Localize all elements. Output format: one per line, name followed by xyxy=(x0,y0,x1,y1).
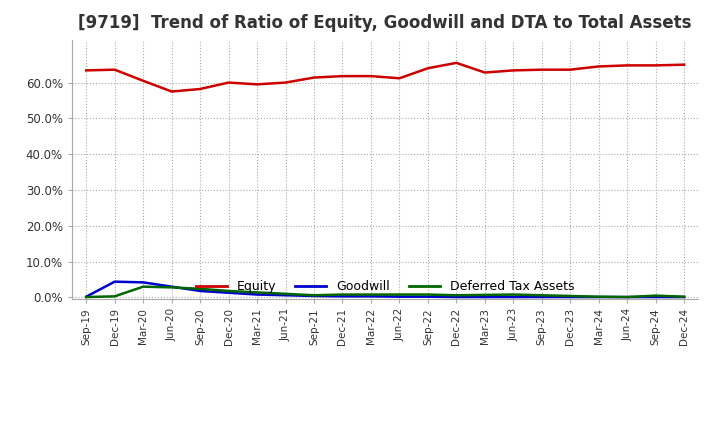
Goodwill xyxy=(310,293,318,299)
Goodwill xyxy=(366,293,375,299)
Goodwill xyxy=(225,290,233,295)
Equity xyxy=(452,60,461,66)
Goodwill xyxy=(395,294,404,299)
Deferred Tax Assets xyxy=(452,293,461,298)
Equity xyxy=(480,70,489,75)
Deferred Tax Assets xyxy=(167,285,176,290)
Deferred Tax Assets xyxy=(566,293,575,299)
Line: Goodwill: Goodwill xyxy=(86,282,684,297)
Equity xyxy=(537,67,546,72)
Equity xyxy=(566,67,575,72)
Deferred Tax Assets xyxy=(82,294,91,300)
Goodwill xyxy=(537,294,546,300)
Equity xyxy=(282,80,290,85)
Deferred Tax Assets xyxy=(282,291,290,297)
Goodwill xyxy=(423,294,432,299)
Deferred Tax Assets xyxy=(139,284,148,290)
Equity xyxy=(595,64,603,69)
Equity xyxy=(395,76,404,81)
Goodwill xyxy=(566,294,575,300)
Equity xyxy=(167,89,176,94)
Goodwill xyxy=(623,294,631,300)
Deferred Tax Assets xyxy=(110,293,119,299)
Deferred Tax Assets xyxy=(253,290,261,295)
Goodwill xyxy=(167,284,176,290)
Deferred Tax Assets xyxy=(196,286,204,291)
Goodwill xyxy=(680,294,688,300)
Title: [9719]  Trend of Ratio of Equity, Goodwill and DTA to Total Assets: [9719] Trend of Ratio of Equity, Goodwil… xyxy=(78,15,692,33)
Deferred Tax Assets xyxy=(537,293,546,298)
Deferred Tax Assets xyxy=(595,294,603,299)
Equity xyxy=(423,66,432,71)
Equity xyxy=(196,86,204,92)
Deferred Tax Assets xyxy=(310,293,318,298)
Goodwill xyxy=(338,293,347,299)
Goodwill xyxy=(139,280,148,285)
Goodwill xyxy=(480,294,489,300)
Goodwill xyxy=(82,294,91,299)
Equity xyxy=(680,62,688,67)
Goodwill xyxy=(196,288,204,293)
Goodwill xyxy=(509,294,518,300)
Deferred Tax Assets xyxy=(480,292,489,297)
Deferred Tax Assets xyxy=(395,292,404,297)
Line: Equity: Equity xyxy=(86,63,684,92)
Equity xyxy=(82,68,91,73)
Equity xyxy=(623,63,631,68)
Equity xyxy=(253,82,261,87)
Goodwill xyxy=(595,294,603,300)
Goodwill xyxy=(652,294,660,300)
Deferred Tax Assets xyxy=(225,288,233,293)
Line: Deferred Tax Assets: Deferred Tax Assets xyxy=(86,287,684,297)
Goodwill xyxy=(253,292,261,297)
Equity xyxy=(225,80,233,85)
Equity xyxy=(509,68,518,73)
Deferred Tax Assets xyxy=(509,292,518,297)
Equity xyxy=(338,73,347,79)
Deferred Tax Assets xyxy=(423,292,432,297)
Equity xyxy=(110,67,119,72)
Deferred Tax Assets xyxy=(338,292,347,297)
Goodwill xyxy=(282,293,290,298)
Equity xyxy=(139,78,148,84)
Equity xyxy=(652,63,660,68)
Goodwill xyxy=(452,294,461,300)
Deferred Tax Assets xyxy=(366,292,375,297)
Legend: Equity, Goodwill, Deferred Tax Assets: Equity, Goodwill, Deferred Tax Assets xyxy=(191,275,580,298)
Deferred Tax Assets xyxy=(680,294,688,299)
Equity xyxy=(310,75,318,80)
Equity xyxy=(366,73,375,79)
Deferred Tax Assets xyxy=(623,294,631,300)
Goodwill xyxy=(110,279,119,284)
Deferred Tax Assets xyxy=(652,293,660,298)
